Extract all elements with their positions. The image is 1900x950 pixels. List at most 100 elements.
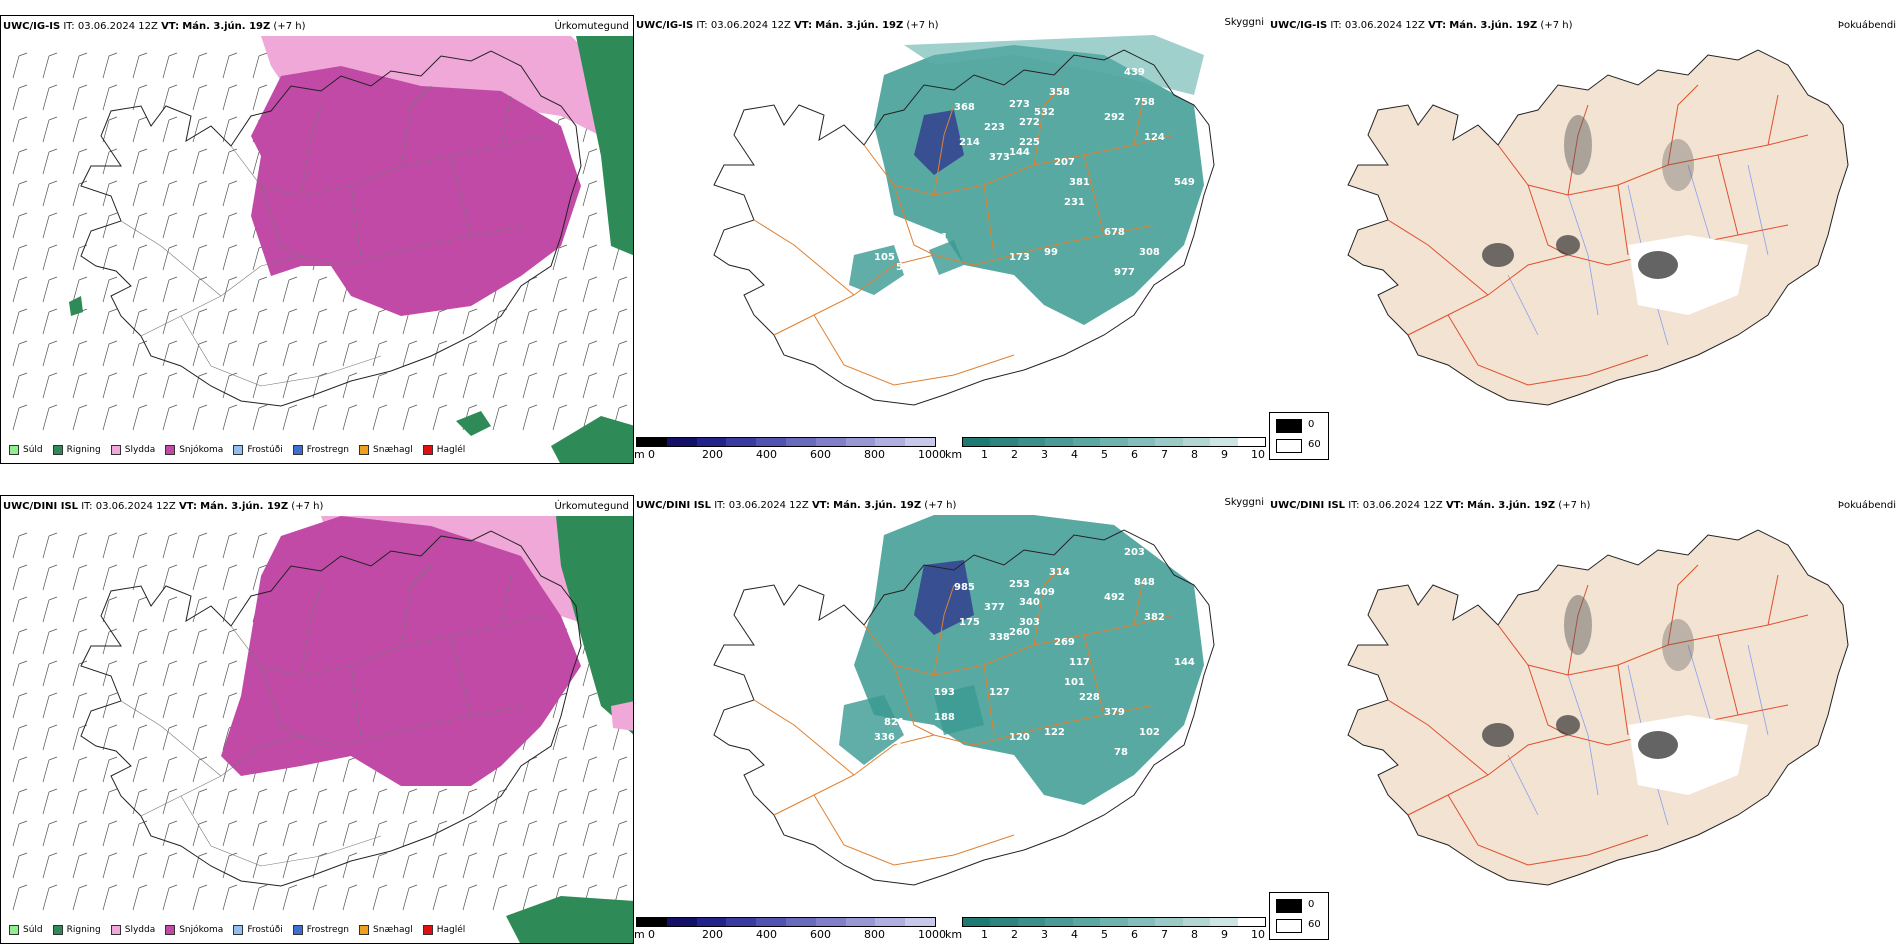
precip-legend-item: Frostregn xyxy=(292,445,349,455)
wind-barb xyxy=(222,884,238,911)
wind-barb xyxy=(102,276,118,303)
wind-barb xyxy=(192,756,208,783)
wind-barb xyxy=(102,244,118,271)
wind-barb xyxy=(492,852,508,879)
colorbar-tick: 7 xyxy=(1161,928,1168,941)
precip-legend-item: Frostúði xyxy=(233,445,283,455)
wind-barb xyxy=(522,820,538,847)
legend-swatch xyxy=(233,445,244,455)
wind-barb xyxy=(492,340,508,367)
wind-barb xyxy=(252,372,268,399)
wind-barb xyxy=(12,372,28,399)
wind-barb xyxy=(522,308,538,335)
colorbar-tick: 800 xyxy=(864,448,885,461)
cloud-base-label: 338 xyxy=(989,632,1010,643)
precip-legend-item: Súld xyxy=(9,925,43,935)
wind-barb xyxy=(42,212,58,239)
precip-legend-item: Snæhagl xyxy=(359,925,413,935)
cloud-base-label: 105 xyxy=(874,252,895,263)
colorbar-tick: 9 xyxy=(1221,928,1228,941)
colorbar-segment xyxy=(963,438,991,446)
wind-barb xyxy=(252,884,268,911)
wind-barb xyxy=(462,852,478,879)
wind-barb xyxy=(102,180,118,207)
wind-barb xyxy=(402,404,418,431)
colorbar-tick: 4 xyxy=(1071,928,1078,941)
wind-barb xyxy=(102,788,118,815)
wind-barb xyxy=(312,788,328,815)
wind-barb xyxy=(432,788,448,815)
wind-barb xyxy=(72,180,88,207)
wind-barb xyxy=(492,788,508,815)
wind-barb xyxy=(582,308,598,335)
wind-barb xyxy=(252,308,268,335)
wind-barb xyxy=(372,820,388,847)
wind-barb xyxy=(582,180,598,207)
legend-label: Frostúði xyxy=(247,445,283,455)
wind-barb xyxy=(102,372,118,399)
fog-grey-2 xyxy=(1662,139,1694,191)
wind-barb xyxy=(522,404,538,431)
legend-swatch xyxy=(165,925,176,935)
fog-legend-swatch xyxy=(1276,439,1302,453)
wind-barb xyxy=(252,564,268,591)
rigning-region-se xyxy=(506,896,633,943)
wind-barb xyxy=(342,308,358,335)
wind-barb xyxy=(492,884,508,911)
wind-barb xyxy=(132,596,148,623)
wind-barb xyxy=(192,276,208,303)
wind-barb xyxy=(162,884,178,911)
cloud-base-label: 381 xyxy=(1069,177,1090,188)
wind-barb xyxy=(462,788,478,815)
wind-barb xyxy=(192,116,208,143)
wind-barb xyxy=(162,660,178,687)
wind-barb xyxy=(252,532,268,559)
wind-barb xyxy=(282,404,298,431)
legend-label: Frostúði xyxy=(247,925,283,935)
colorbar-tick: 600 xyxy=(810,928,831,941)
cloud-base-label: 492 xyxy=(1104,592,1125,603)
colorbar-tick: 800 xyxy=(864,928,885,941)
wind-barb xyxy=(72,340,88,367)
wind-barb xyxy=(222,116,238,143)
wind-barb xyxy=(72,276,88,303)
fog-panel-name: Þokuábendi xyxy=(1837,20,1896,31)
wind-barb xyxy=(12,308,28,335)
rigning-region-east xyxy=(576,36,633,256)
cloud-base-label: 144 xyxy=(1174,657,1195,668)
cloud-base-label: 127 xyxy=(989,687,1010,698)
wind-barb xyxy=(72,564,88,591)
wind-barb xyxy=(162,820,178,847)
wind-barb xyxy=(72,884,88,911)
wind-barb xyxy=(192,628,208,655)
colorbar-segment xyxy=(875,438,906,446)
wind-barb xyxy=(582,148,598,175)
colorbar-segment xyxy=(666,438,697,446)
wind-barb xyxy=(12,180,28,207)
colorbar-segment xyxy=(875,918,906,926)
colorbar-unit: m xyxy=(634,928,645,941)
wind-barb xyxy=(342,884,358,911)
wind-barb xyxy=(192,852,208,879)
colorbar-segment xyxy=(1210,438,1238,446)
wind-barb xyxy=(162,852,178,879)
cloud-base-label: 120 xyxy=(1009,732,1030,743)
wind-barb xyxy=(72,244,88,271)
fog-legend-label: 60 xyxy=(1308,439,1321,450)
wind-barb xyxy=(222,564,238,591)
precip-legend-item: Haglél xyxy=(422,925,465,935)
cloud-cover-mid xyxy=(934,685,984,735)
visibility-colorbar-km xyxy=(962,437,1266,447)
wind-barb xyxy=(612,372,628,399)
wind-barb xyxy=(492,308,508,335)
wind-barb xyxy=(102,596,118,623)
colorbar-tick: 3 xyxy=(1041,928,1048,941)
cloud-base-label: 532 xyxy=(1034,107,1055,118)
legend-label: Rigning xyxy=(66,445,101,455)
colorbar-tick: 0 xyxy=(648,448,655,461)
wind-barb xyxy=(72,756,88,783)
snjokoma-region xyxy=(251,66,581,316)
cloud-base-label: 260 xyxy=(1009,627,1030,638)
wind-barb xyxy=(522,852,538,879)
